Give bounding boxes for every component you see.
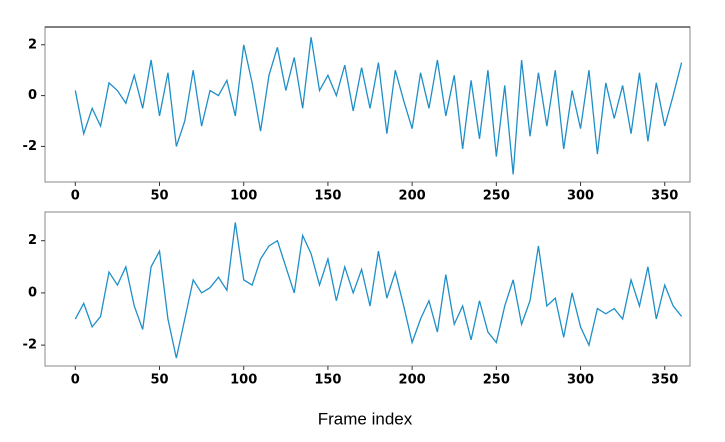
x-tick-label: 300 [567, 373, 594, 388]
data-line [74, 222, 683, 359]
x-tick-label: 100 [230, 373, 257, 388]
data-line [74, 37, 683, 175]
x-tick-label: 150 [314, 373, 341, 388]
y-tick-label: 2 [28, 37, 37, 52]
y-tick-label: 2 [28, 233, 37, 248]
x-tick-label: 250 [483, 189, 510, 204]
x-tick-label: 50 [150, 189, 168, 204]
y-tick-label: 0 [28, 285, 37, 300]
x-tick-label: 0 [71, 373, 80, 388]
x-tick-label: 300 [567, 189, 594, 204]
y-tick-label: -2 [23, 139, 37, 154]
y-tick-label: -2 [23, 338, 37, 353]
x-tick-label: 200 [399, 189, 426, 204]
y-tick-label: 0 [28, 88, 37, 103]
x-tick-label: 100 [230, 189, 257, 204]
x-tick-label: 250 [483, 373, 510, 388]
x-tick-label: 350 [651, 189, 678, 204]
x-tick-label: 350 [651, 373, 678, 388]
x-axis-label: Frame index [318, 409, 413, 428]
x-tick-label: 0 [71, 189, 80, 204]
x-tick-label: 50 [150, 373, 168, 388]
axes-frame [44, 211, 691, 367]
x-tick-label: 200 [399, 373, 426, 388]
x-tick-label: 150 [314, 189, 341, 204]
